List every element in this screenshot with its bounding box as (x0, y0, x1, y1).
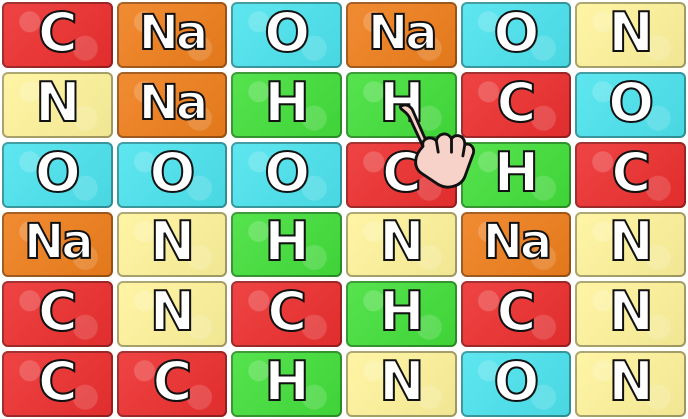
element-symbol: H (264, 351, 311, 414)
element-tile[interactable]: C (460, 71, 572, 138)
element-symbol: C (496, 281, 538, 344)
element-tile[interactable]: Na (460, 211, 572, 278)
element-tile[interactable]: C (2, 351, 113, 417)
element-symbol: N (608, 351, 655, 414)
element-symbol: O (263, 2, 311, 64)
element-tile[interactable]: O (575, 71, 686, 138)
element-symbol: C (152, 351, 194, 414)
element-symbol: O (34, 141, 82, 204)
element-symbol: C (610, 141, 652, 204)
element-symbol: C (266, 281, 308, 344)
element-tile[interactable]: Na (2, 211, 113, 278)
element-symbol: N (608, 2, 655, 64)
element-symbol: C (381, 141, 423, 204)
element-tile[interactable]: O (460, 2, 572, 68)
element-tile[interactable]: O (2, 141, 113, 208)
element-symbol: N (149, 281, 196, 344)
element-symbol: N (378, 211, 425, 274)
element-symbol: N (608, 211, 655, 274)
element-symbol: O (493, 2, 541, 64)
element-tile[interactable]: N (116, 281, 228, 348)
element-tile[interactable]: C (116, 351, 228, 417)
element-tile[interactable]: Na (345, 2, 457, 68)
element-symbol: C (37, 351, 79, 414)
element-tile[interactable]: H (345, 71, 457, 138)
element-tile[interactable]: C (231, 281, 342, 348)
element-tile[interactable]: H (231, 351, 342, 417)
element-symbol: N (378, 351, 425, 414)
element-symbol: H (264, 211, 311, 274)
element-tile[interactable]: O (231, 2, 342, 68)
element-symbol: N (149, 211, 196, 274)
element-tile[interactable]: C (575, 141, 686, 208)
element-tile[interactable]: Na (116, 71, 228, 138)
element-tile[interactable]: C (2, 2, 113, 68)
element-symbol: O (149, 141, 197, 204)
element-symbol: O (607, 71, 655, 134)
element-symbol: Na (138, 4, 210, 61)
element-tile[interactable]: H (231, 211, 342, 278)
element-tile[interactable]: H (231, 71, 342, 138)
element-tile[interactable]: N (116, 211, 228, 278)
element-tile[interactable]: H (460, 141, 572, 208)
element-tile[interactable]: N (575, 351, 686, 417)
element-symbol: Na (23, 214, 95, 271)
element-symbol: N (608, 281, 655, 344)
element-tile[interactable]: C (460, 281, 572, 348)
element-tile[interactable]: O (231, 141, 342, 208)
element-symbol: O (263, 141, 311, 204)
element-symbol: H (378, 281, 425, 344)
element-tile[interactable]: C (345, 141, 457, 208)
element-symbol: C (37, 2, 79, 64)
element-symbol: Na (367, 4, 439, 61)
element-tile[interactable]: N (2, 71, 113, 138)
element-tile[interactable]: N (345, 351, 457, 417)
element-symbol: O (493, 351, 541, 414)
element-symbol: C (37, 281, 79, 344)
element-symbol: H (264, 71, 311, 134)
element-symbol: C (496, 71, 538, 134)
element-symbol: H (378, 71, 425, 134)
element-tile[interactable]: C (2, 281, 113, 348)
element-symbol: Na (138, 74, 210, 131)
element-tile[interactable]: H (345, 281, 457, 348)
element-symbol: H (493, 141, 540, 204)
element-tile[interactable]: N (575, 281, 686, 348)
element-tile[interactable]: O (116, 141, 228, 208)
element-tile[interactable]: Na (116, 2, 228, 68)
element-tile[interactable]: N (575, 211, 686, 278)
element-symbol: N (34, 71, 81, 134)
element-symbol: Na (482, 214, 554, 271)
element-tile[interactable]: N (345, 211, 457, 278)
element-tile[interactable]: O (460, 351, 572, 417)
element-tile[interactable]: N (575, 2, 686, 68)
